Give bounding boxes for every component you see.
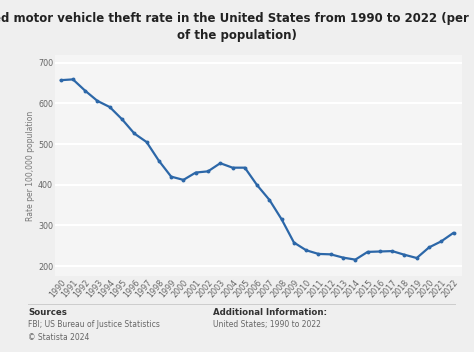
Text: United States; 1990 to 2022: United States; 1990 to 2022 [213, 320, 321, 329]
Text: Reported motor vehicle theft rate in the United States from 1990 to 2022 (per 10: Reported motor vehicle theft rate in the… [0, 12, 474, 42]
Y-axis label: Rate per 100,000 population: Rate per 100,000 population [26, 110, 35, 221]
Text: Sources: Sources [28, 308, 67, 317]
Text: Additional Information:: Additional Information: [213, 308, 328, 317]
Text: FBI; US Bureau of Justice Statistics
© Statista 2024: FBI; US Bureau of Justice Statistics © S… [28, 320, 160, 342]
